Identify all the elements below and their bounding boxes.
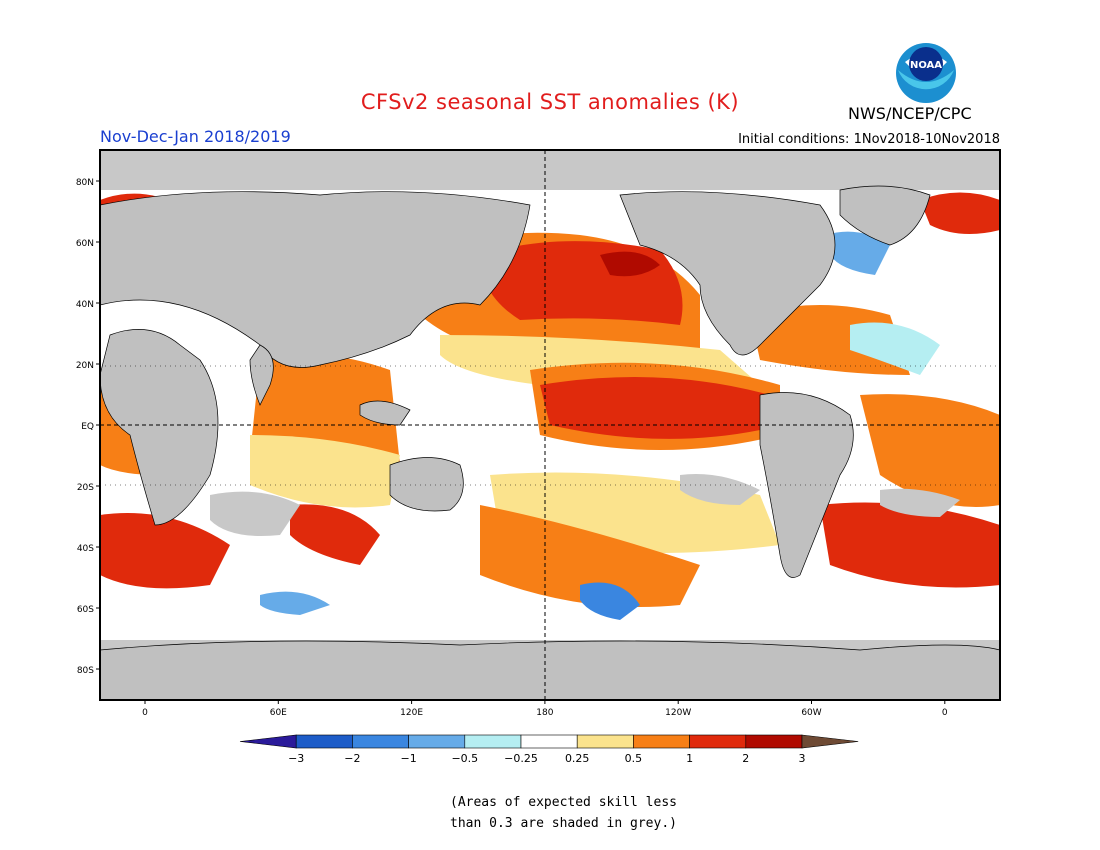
colorbar: −3 −2 −1 −0.5 −0.25 0.25 0.5 1 2 3 [239,734,859,765]
low-skill-patch-3 [880,488,960,517]
lon-label-0-6: 0 [942,708,948,718]
lon-label-120e-2: 120E [400,708,423,718]
north-america-land [619,191,836,356]
southern-atlantic-warm [100,513,230,589]
lat-label-60s: 60S [77,605,94,615]
colorbar-tick-label: 1 [686,752,693,765]
lat-label-20n: 20N [76,361,94,371]
north-atlantic-cool [850,322,940,375]
sst-anomaly-map: 80N 60N 40N 20N EQ 20S 40S 60S 80S 0 60E 120E 180 12… [76,149,1001,718]
skill-footnote-line1: (Areas of expected skill less [450,795,677,810]
maritime-continent-land [359,400,411,426]
india-land [249,344,274,406]
south-atlantic-strong-warm [820,502,1000,588]
south-america-land [759,392,854,578]
north-atlantic-warm [750,305,910,375]
skill-footnote-line2: than 0.3 are shaded in grey.) [450,816,677,831]
southern-indian-cool [260,591,330,615]
colorbar-tick-label: −0.5 [451,752,478,765]
lat-label-80n: 80N [76,178,94,188]
colorbar-tick-label: −3 [288,752,304,765]
antarctica-land [100,640,1000,700]
lat-label-20s: 20S [77,483,94,493]
north-pacific-max-warm [600,251,660,277]
labrador-sea-cool [825,231,890,275]
lon-label-60w-5: 60W [801,708,821,718]
lat-label-60n: 60N [76,239,94,249]
africa-land [100,329,219,526]
season-label: Nov-Dec-Jan 2018/2019 [100,127,291,146]
colorbar-tick-label: −0.25 [504,752,538,765]
arctic-grey-region [100,150,1000,190]
noaa-logo-text: NOAA [910,60,942,71]
southern-ocean-cool [580,582,640,620]
colorbar-segment-10 [801,734,859,749]
colorbar-segment-2 [352,734,409,749]
lat-label-40s: 40S [77,544,94,554]
colorbar-segment-1 [295,734,353,749]
south-pacific-warm [480,505,700,607]
longitude-labels: 0 60E 120E 180 120W 60W 0 [142,700,948,718]
low-skill-patch-2 [680,474,760,505]
greenland-sea-warm [920,192,1000,234]
australia-land [389,457,464,512]
colorbar-tick-label: 0.25 [565,752,590,765]
colorbar-segment-6 [576,734,634,749]
colorbar-tick-label: 2 [742,752,749,765]
colorbar-tick-label: −2 [344,752,360,765]
lon-label-0-0: 0 [142,708,148,718]
noaa-logo: NOAA [896,43,956,103]
colorbar-tick-label: 3 [799,752,806,765]
colorbar-segment-9 [745,734,803,749]
lon-label-60e-1: 60E [270,708,287,718]
chart-title: CFSv2 seasonal SST anomalies (K) [360,90,740,114]
latitude-labels: 80N 60N 40N 20N EQ 20S 40S 60S 80S [76,178,100,676]
colorbar-segment-3 [408,734,466,749]
lat-label-eq: EQ [81,422,94,432]
lat-label-80s: 80S [77,666,94,676]
skill-footnote: (Areas of expected skill less than 0.3 a… [450,792,750,834]
colorbar-segment-0 [239,734,297,749]
colorbar-segment-8 [689,734,747,749]
colorbar-tick-label: −1 [400,752,416,765]
lat-label-40n: 40N [76,300,94,310]
initial-conditions-label: Initial conditions: 1Nov2018-10Nov2018 [738,132,1000,147]
greenland-land [839,185,931,246]
lon-label-180-3: 180 [536,708,553,718]
colorbar-tick-label: 0.5 [625,752,643,765]
south-indian-strong-warm [290,504,380,565]
indian-ocean-yellow [250,435,400,508]
colorbar-segment-7 [633,734,690,749]
equatorial-pacific-strong-warm [540,377,770,439]
south-atlantic-warm [860,394,1000,507]
colorbar-segment-4 [464,734,522,749]
lon-label-120w-4: 120W [665,708,691,718]
colorbar-segment-5 [520,734,578,749]
agency-label: NWS/NCEP/CPC [848,104,972,123]
eurasia-land [100,191,531,368]
low-skill-patch-1 [210,491,300,536]
